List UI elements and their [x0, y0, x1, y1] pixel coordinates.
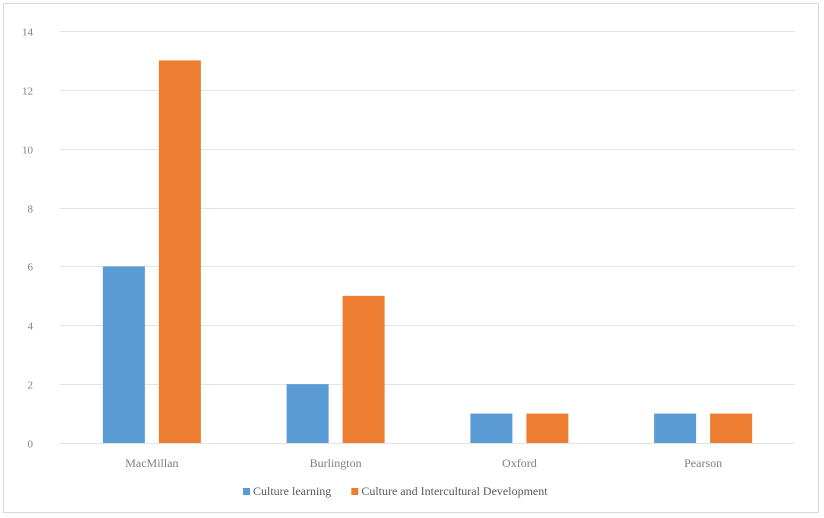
bar-oxford-culture-learning [470, 413, 513, 443]
bar-burlington-culture-intercultural-development [342, 295, 385, 443]
bar-oxford-culture-intercultural-development [526, 413, 569, 443]
bar-macmillan-culture-learning [102, 266, 145, 443]
y-tick-label: 14 [22, 27, 34, 39]
legend-swatch [243, 488, 250, 495]
y-tick-label: 8 [28, 204, 34, 216]
bar-macmillan-culture-intercultural-development [158, 60, 201, 444]
x-category-label: MacMillan [125, 456, 178, 470]
y-tick-label: 0 [28, 439, 34, 451]
bar-pearson-culture-intercultural-development [710, 413, 753, 443]
legend-swatch [351, 488, 359, 495]
x-axis-category-labels: MacMillan Burlington Oxford Pearson [125, 456, 722, 470]
legend-label: Culture learning [253, 484, 331, 498]
bar-pearson-culture-learning [654, 413, 697, 443]
y-axis-tick-labels: 0 2 4 6 8 10 12 14 [22, 27, 34, 451]
y-tick-label: 10 [22, 145, 34, 157]
y-tick-label: 4 [28, 321, 34, 333]
x-category-label: Burlington [310, 456, 362, 470]
x-category-label: Oxford [502, 456, 537, 470]
x-category-label: Pearson [684, 456, 722, 470]
bars [102, 60, 753, 444]
legend: Culture learning Culture and Intercultura… [243, 484, 548, 498]
legend-label: Culture and Intercultural Development [361, 484, 548, 498]
y-tick-label: 2 [28, 380, 34, 392]
y-tick-label: 12 [22, 86, 33, 98]
bar-burlington-culture-learning [286, 384, 329, 443]
y-tick-label: 6 [28, 262, 34, 274]
